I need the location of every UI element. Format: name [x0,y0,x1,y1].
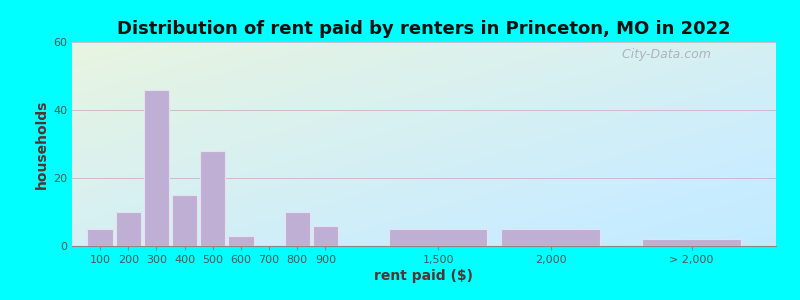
Bar [313,226,338,246]
Bar [642,239,741,246]
Bar [87,229,113,246]
Bar [144,90,169,246]
Bar [285,212,310,246]
Bar [200,151,226,246]
Y-axis label: households: households [35,99,49,189]
Bar [389,229,487,246]
Bar [116,212,141,246]
Text: City-Data.com: City-Data.com [614,48,711,61]
Bar [228,236,254,246]
Bar [172,195,198,246]
X-axis label: rent paid ($): rent paid ($) [374,269,474,283]
Title: Distribution of rent paid by renters in Princeton, MO in 2022: Distribution of rent paid by renters in … [117,20,731,38]
Bar [502,229,600,246]
